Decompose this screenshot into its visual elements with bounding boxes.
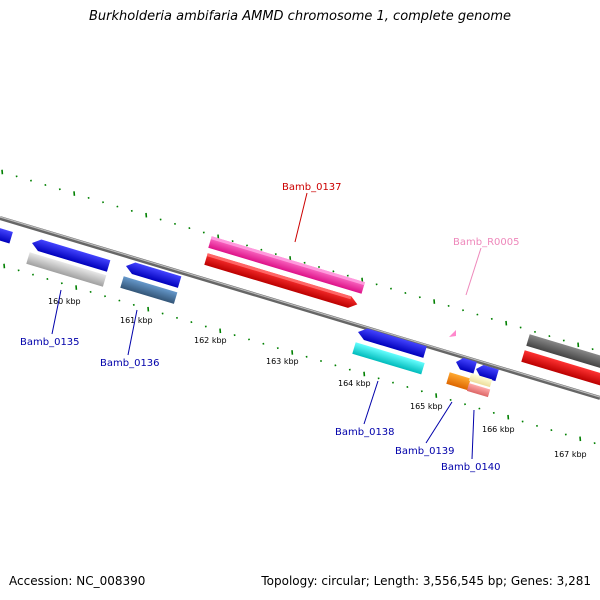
genome-stats-text: Topology: circular; Length: 3,556,545 bp…: [261, 574, 591, 588]
feature-blue-0138[interactable]: [356, 326, 427, 358]
accession-text: Accession: NC_008390: [9, 574, 146, 588]
gene-label-bamb-r0005[interactable]: Bamb_R0005: [453, 237, 519, 248]
feature-bamb-r0005[interactable]: [449, 330, 456, 337]
feature-blue-0136[interactable]: [124, 260, 182, 288]
gene-label-bamb-0138[interactable]: Bamb_0138: [335, 427, 395, 438]
feature-bamb-0140[interactable]: [466, 383, 491, 398]
gene-label-bamb-0139[interactable]: Bamb_0139: [395, 446, 455, 457]
feature-red-right[interactable]: [521, 350, 600, 388]
inner-tick-track: [3, 263, 596, 445]
feature-grey-right[interactable]: [526, 334, 600, 372]
forward-strand-features: [204, 236, 600, 388]
scale-label: 163 kbp: [266, 357, 299, 366]
scale-label: 167 kbp: [554, 450, 587, 459]
gene-label-bamb-0135[interactable]: Bamb_0135: [20, 337, 80, 348]
scale-label: 166 kbp: [482, 425, 515, 434]
scale-label: 162 kbp: [194, 336, 227, 345]
label-leaders: [51, 192, 482, 460]
gene-label-bamb-0136[interactable]: Bamb_0136: [100, 358, 160, 369]
gene-label-bamb-0140[interactable]: Bamb_0140: [441, 462, 501, 473]
feature-bamb-0136[interactable]: [120, 276, 178, 304]
feature-cream-0140[interactable]: [468, 373, 493, 388]
feature-blue-0139[interactable]: [454, 356, 477, 374]
feature-blue-edge[interactable]: [0, 226, 13, 244]
scale-label: 161 kbp: [120, 316, 153, 325]
feature-bamb-0138[interactable]: [352, 342, 425, 375]
feature-blue-0140[interactable]: [474, 363, 499, 382]
gene-labels: Bamb_0135 Bamb_0136 Bamb_0137 Bamb_R0005…: [20, 182, 519, 473]
scale-labels: 160 kbp 161 kbp 162 kbp 163 kbp 164 kbp …: [48, 297, 587, 459]
scale-label: 165 kbp: [410, 402, 443, 411]
scale-label: 160 kbp: [48, 297, 81, 306]
map-title: Burkholderia ambifaria AMMD chromosome 1…: [88, 9, 512, 24]
feature-bamb-0135[interactable]: [26, 252, 107, 287]
scale-label: 164 kbp: [338, 379, 371, 388]
feature-bamb-0137-cds[interactable]: [204, 253, 359, 310]
feature-bamb-0139[interactable]: [446, 372, 471, 391]
gene-label-bamb-0137[interactable]: Bamb_0137: [282, 182, 342, 193]
chromosome-backbone: [0, 216, 600, 400]
feature-bamb-0137[interactable]: [208, 236, 365, 294]
reverse-strand-features: [0, 226, 499, 398]
feature-blue-0134[interactable]: [30, 237, 111, 272]
